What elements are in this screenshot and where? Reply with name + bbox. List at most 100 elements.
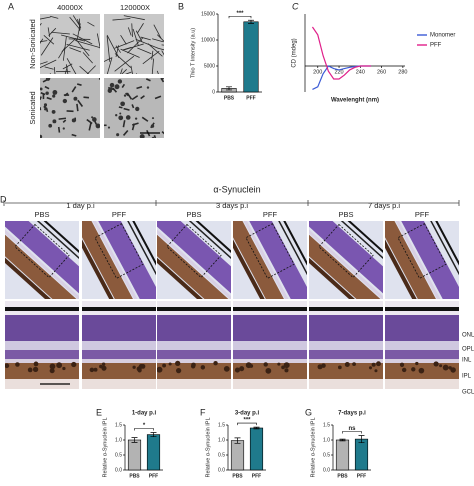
em-background [104, 14, 164, 74]
cell [5, 363, 10, 369]
fibril [125, 71, 132, 74]
particle [151, 117, 155, 120]
particle [71, 118, 76, 123]
retina-layer [5, 221, 79, 299]
fibril [154, 95, 162, 100]
retina-layer [5, 359, 79, 363]
error-bar [234, 437, 241, 444]
fibril [106, 57, 113, 74]
fibril [76, 83, 82, 86]
retina-layer [309, 221, 383, 299]
retina-layer [157, 221, 231, 299]
retina-layer [82, 221, 156, 299]
cell [32, 366, 39, 373]
error-bar [339, 438, 346, 442]
retina-layer [157, 363, 231, 379]
retina-layer [385, 379, 459, 389]
y-tick-label: 10000 [201, 37, 215, 43]
y-tick-label: 1.0 [323, 437, 330, 443]
bar [335, 439, 350, 471]
fibril [115, 45, 119, 57]
y-axis-label: Relative α-Synuclein IPL [102, 417, 108, 477]
cell [213, 360, 218, 366]
retina-layer [157, 359, 231, 363]
retina-layer [82, 350, 156, 359]
cell [263, 362, 268, 367]
retina-layer [233, 221, 307, 299]
fibril [141, 116, 149, 122]
bar [146, 434, 161, 471]
fibril [161, 50, 164, 56]
fibril [137, 47, 152, 55]
retina-layer [157, 221, 231, 299]
fibril [121, 46, 132, 51]
fibril [40, 96, 42, 100]
fibril [69, 47, 82, 53]
retina-layer [309, 363, 383, 379]
retina-layer [250, 221, 307, 299]
cell [433, 361, 439, 367]
cell [191, 362, 196, 368]
fibril [125, 92, 129, 97]
retina-layer [82, 359, 156, 363]
fibril [68, 38, 91, 40]
particle [52, 90, 58, 95]
particle [52, 94, 56, 98]
retina-layer [309, 221, 383, 299]
cell [162, 363, 167, 368]
cell [33, 361, 39, 367]
layer-label: INL [462, 358, 472, 364]
particle [45, 91, 49, 95]
retina-layer [5, 307, 79, 311]
fibril [118, 106, 123, 109]
retina-image [385, 221, 459, 299]
fibril [120, 68, 123, 74]
particle [107, 126, 111, 129]
em-image [40, 14, 100, 74]
fibril [69, 16, 81, 31]
fibril [61, 34, 86, 42]
retina-layer [5, 341, 79, 350]
column-label: PBS [186, 210, 201, 219]
fibril [153, 24, 162, 39]
x-tick-label: 280 [398, 69, 407, 75]
retina-layer [309, 341, 383, 350]
retina-layer [5, 221, 79, 299]
fibril [157, 34, 164, 42]
retina-layer [385, 341, 459, 350]
cell [56, 362, 63, 369]
fibril [151, 136, 155, 138]
group-label: 3 days p.i [216, 201, 248, 210]
significance-bracket [228, 15, 252, 19]
fibril [40, 16, 51, 20]
retina-bands [5, 221, 79, 299]
fibril [46, 96, 52, 101]
em-image [40, 78, 100, 138]
cell [418, 367, 425, 374]
cell [317, 364, 323, 370]
fibril [76, 103, 79, 112]
x-tick-label: 240 [356, 69, 365, 75]
column-label: PFF [263, 210, 278, 219]
retina-image [82, 301, 156, 389]
particle [146, 86, 150, 89]
fibril [86, 118, 93, 125]
y-tick-label: 1.5 [323, 422, 330, 428]
retina-layer [233, 379, 307, 389]
fibril [87, 21, 95, 27]
fibril [122, 120, 126, 128]
y-tick-label: 0.0 [115, 467, 122, 473]
fibril [153, 134, 157, 138]
retina-layer [82, 307, 156, 311]
cell [49, 363, 56, 370]
cell [374, 369, 378, 373]
particle [116, 133, 120, 137]
fibril [142, 50, 160, 65]
retina-layer [385, 221, 451, 299]
fibril [40, 61, 48, 65]
retina-layer [157, 379, 231, 389]
fibril [53, 67, 56, 74]
error-bar [253, 426, 260, 430]
cell [284, 368, 289, 373]
